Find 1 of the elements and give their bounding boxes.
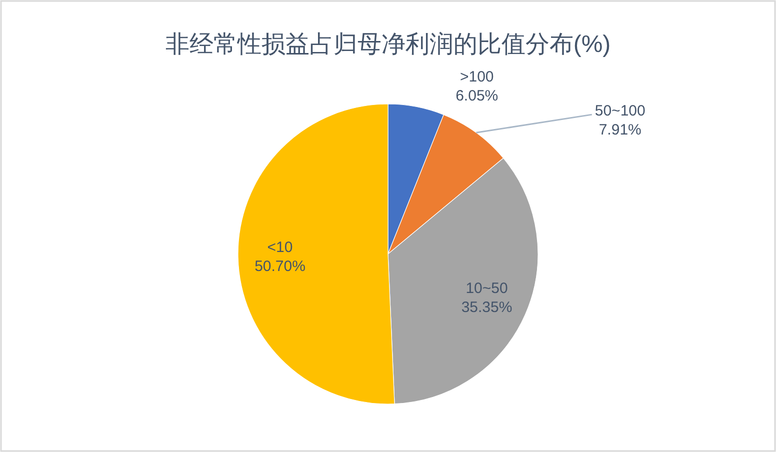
title: 非经常性损益占归母净利润的比值分布(%) bbox=[165, 31, 611, 58]
